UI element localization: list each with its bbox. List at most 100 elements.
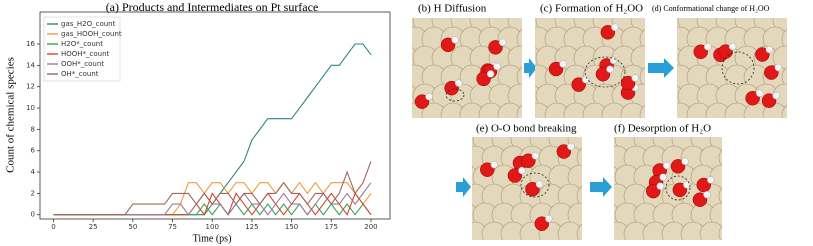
o-atom [534,216,550,231]
panel-label: (e) O-O bond breaking [476,123,577,135]
pt-atom [516,28,522,50]
h-atom [454,79,463,87]
pt-atom [639,66,645,88]
y-tick-label: 10 [26,104,35,112]
x-tick-label: 200 [364,223,377,231]
h-atom [772,91,780,100]
snapshot [472,137,582,240]
h-atom [683,181,691,189]
y-tick-label: 16 [26,40,35,48]
y-tick-label: 6 [31,147,36,155]
h-atom [662,161,671,170]
o-atom [692,192,708,207]
h-atom [707,176,715,184]
h-atom [498,38,507,47]
highlight [584,56,626,88]
pt-atom [718,187,722,205]
x-tick-label: 150 [285,223,298,231]
h-atom [425,92,433,101]
x-tick-label: 175 [325,223,338,231]
series-line [53,203,372,216]
pt-atom [781,66,787,88]
o-atom [414,94,430,109]
h-atom [659,173,667,181]
snapshot [412,18,522,118]
pt-atom [557,221,582,240]
o-atom [696,177,712,193]
h-atom [545,215,553,223]
h-atom [728,42,737,51]
o-atom [764,65,779,80]
legend-label: OH*_count [61,70,99,78]
o-atom [761,93,777,108]
legend-label: HOOH*_count [61,50,110,58]
o-atom [672,182,688,198]
highlight [721,51,755,85]
legend-box [43,16,121,82]
highlight [665,175,691,201]
highlight [520,172,550,198]
o-atom [755,47,770,62]
series-line [53,182,372,216]
y-axis-label: Count of chemical species [5,57,17,173]
series-line [53,181,372,216]
y-tick-label: 0 [31,211,35,219]
y-tick-label: 4 [31,168,36,176]
pt-atom [781,28,787,50]
o-atom [476,71,491,87]
y-tick-label: 2 [31,189,35,197]
arrow [456,177,471,197]
snapshot [677,18,787,118]
y-tick-label: 12 [26,83,35,91]
h-atom [567,142,575,151]
panel-label: (f) Desorption of H₂O [614,123,711,135]
pt-atom [709,202,722,228]
pt-atom [699,221,722,240]
h-atom [535,180,544,188]
snapshot [535,18,645,118]
arrow [648,58,674,78]
h-atom [609,56,618,65]
o-atom [556,144,572,159]
o-atom [488,40,503,55]
o-atom [571,77,586,92]
plot-frame [39,11,391,220]
pt-atom [497,102,522,118]
series-line [53,161,372,216]
h-atom [518,166,526,175]
x-tick-label: 125 [245,223,258,231]
pt-atom [709,137,722,152]
panel-label: (b) H Diffusion [418,3,487,15]
pt-atom [576,147,582,169]
o-atom [480,162,495,177]
o-atom [600,25,616,40]
o-atom [693,44,708,60]
h-atom [681,157,689,166]
y-tick-label: 14 [26,61,35,69]
pt-atom [576,185,582,207]
h-atom [451,36,459,44]
pt-atom [576,223,582,240]
snapshots [412,18,787,240]
h-atom [486,70,495,78]
legend-label: H2O*_count [61,40,103,48]
pt-atom [718,149,722,167]
chart-title: (a) Products and Intermediates on Pt sur… [106,0,319,14]
pt-atom [639,104,645,118]
x-tick-label: 0 [51,223,55,231]
o-atom [521,153,536,168]
h-atom [581,75,590,84]
snapshot [614,137,722,240]
legend-label: gas_H2O_count [61,20,116,28]
o-atom [745,90,760,106]
pt-atom [639,28,645,50]
panel-label: (c) Formation of H₂OO [540,3,643,15]
panel-label: (d) Conformational change of H₂OO [652,4,770,13]
o-atom [440,37,456,53]
h-atom [611,23,619,32]
arrow [524,58,537,78]
pt-atom [516,66,522,88]
h-atom [531,152,540,160]
